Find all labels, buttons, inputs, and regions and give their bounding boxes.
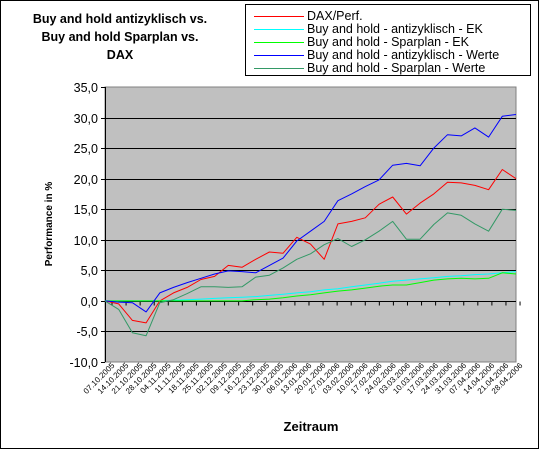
y-tick-label: -5,0 — [76, 325, 98, 339]
y-tick-label: 20,0 — [74, 173, 98, 187]
legend-label: Buy and hold - antizyklisch - Werte — [307, 48, 500, 62]
y-tick-label: 10,0 — [74, 234, 98, 248]
legend-item-sparplan-ek: Buy and hold - Sparplan - EK — [246, 35, 530, 50]
legend-label: DAX/Perf. — [307, 9, 363, 23]
legend-label: Buy and hold - antizyklisch - EK — [307, 22, 483, 36]
series-line-4 — [104, 114, 517, 313]
chart-title-line-1: Buy and hold antizyklisch vs. — [32, 12, 208, 26]
y-tick-label: 25,0 — [74, 142, 98, 156]
legend-swatch — [254, 16, 304, 17]
y-tick-label: 0,0 — [81, 295, 98, 309]
chart-title-line-3: DAX — [106, 48, 134, 62]
legend-item-dax: DAX/Perf. — [246, 9, 530, 24]
legend-swatch — [254, 55, 304, 56]
y-tick-label: 5,0 — [81, 264, 98, 278]
chart-title: Buy and hold antizyklisch vs. Buy and ho… — [2, 10, 238, 64]
series-line-5 — [104, 208, 517, 337]
series-line-1 — [104, 169, 517, 324]
y-tick-label: -10,0 — [70, 356, 99, 370]
legend-label: Buy and hold - Sparplan - Werte — [307, 61, 486, 75]
legend-item-antizyklisch-ek: Buy and hold - antizyklisch - EK — [246, 22, 530, 37]
legend-item-sparplan-werte: Buy and hold - Sparplan - Werte — [246, 61, 530, 76]
y-axis-label: Performance in % — [44, 182, 55, 267]
legend-swatch — [254, 42, 304, 43]
series-line-3 — [105, 272, 517, 302]
legend: DAX/Perf. Buy and hold - antizyklisch - … — [245, 4, 531, 76]
y-tick-label: 30,0 — [74, 112, 98, 126]
chart-title-line-2: Buy and hold Sparplan vs. — [41, 30, 199, 44]
legend-swatch — [254, 29, 304, 30]
y-tick-label: 35,0 — [74, 81, 98, 95]
legend-swatch — [254, 68, 304, 69]
series-line-2 — [105, 271, 517, 302]
legend-label: Buy and hold - Sparplan - EK — [307, 35, 469, 49]
plot-area — [104, 86, 517, 363]
legend-item-antizyklisch-werte: Buy and hold - antizyklisch - Werte — [246, 48, 530, 63]
y-tick-label: 15,0 — [74, 203, 98, 217]
x-axis-label: Zeitraum — [284, 419, 339, 434]
